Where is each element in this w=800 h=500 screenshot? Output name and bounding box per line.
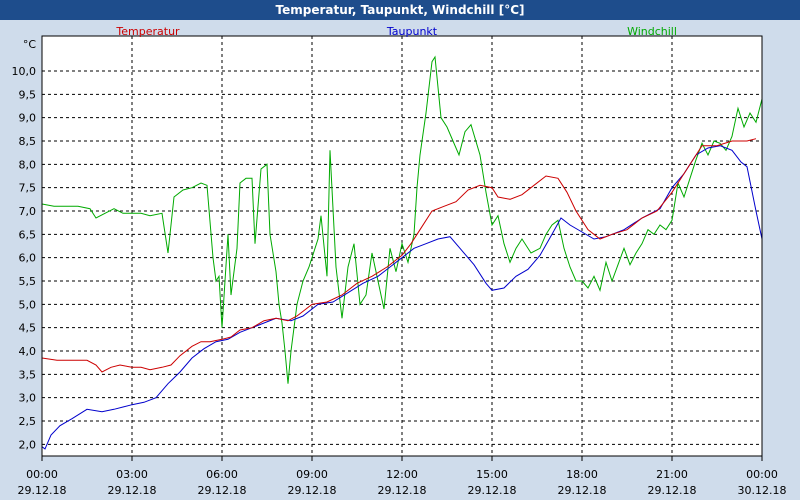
y-tick-label: 4,0 [19,345,37,358]
x-tick-date: 29.12.18 [108,484,157,497]
y-tick-label: 2,5 [19,415,37,428]
y-tick-label: 8,5 [19,135,37,148]
y-tick-label: 3,0 [19,392,37,405]
y-tick-label: 9,0 [19,112,37,125]
legend-taupunkt: Taupunkt [386,25,438,38]
y-tick-label: 9,5 [19,88,37,101]
y-tick-label: 5,0 [19,298,37,311]
legend-temperatur: Temperatur [115,25,180,38]
y-tick-label: 7,0 [19,205,37,218]
x-tick-time: 18:00 [566,468,598,481]
legend-windchill: Windchill [627,25,677,38]
x-tick-date: 29.12.18 [18,484,67,497]
y-unit-label: °C [23,38,37,51]
series-line-temperatur [41,138,757,373]
x-tick-date: 30.12.18 [738,484,787,497]
x-tick-time: 06:00 [206,468,238,481]
x-tick-time: 00:00 [26,468,58,481]
x-tick-time: 15:00 [476,468,508,481]
y-tick-label: 10,0 [12,65,37,78]
series-line-windchill [41,55,763,384]
y-tick-label: 4,5 [19,322,37,335]
x-tick-date: 29.12.18 [468,484,517,497]
y-tick-label: 6,0 [19,252,37,265]
x-tick-time: 00:00 [746,468,778,481]
y-tick-label: 6,5 [19,228,37,241]
x-tick-time: 03:00 [116,468,148,481]
temperature-chart: 2,0 2,5 3,0 3,5 4,0 4,5 5,0 5,5 6,0 6,5 7,0 7,5 8,0 8… [12,25,787,497]
chart-title: Temperatur, Taupunkt, Windchill [°C] [0,0,800,20]
x-axis-labels: 00:00 29.12.18 03:00 29.12.18 06:00 29.12.18 0… [18,456,787,497]
grid [42,36,762,456]
y-tick-label: 5,5 [19,275,37,288]
x-tick-time: 21:00 [656,468,688,481]
legend: Temperatur Taupunkt Windchill [115,25,677,38]
y-tick-label: 8,0 [19,158,37,171]
y-tick-label: 2,0 [19,438,37,451]
x-tick-date: 29.12.18 [648,484,697,497]
y-axis-labels: 2,0 2,5 3,0 3,5 4,0 4,5 5,0 5,5 6,0 6,5 7,0 7,5 8,0 8… [12,38,37,451]
x-tick-date: 29.12.18 [198,484,247,497]
series-lines [41,55,763,450]
y-tick-label: 7,5 [19,182,37,195]
x-tick-date: 29.12.18 [288,484,337,497]
x-tick-date: 29.12.18 [558,484,607,497]
y-tick-label: 3,5 [19,368,37,381]
x-tick-time: 09:00 [296,468,328,481]
x-tick-date: 29.12.18 [378,484,427,497]
x-tick-time: 12:00 [386,468,418,481]
